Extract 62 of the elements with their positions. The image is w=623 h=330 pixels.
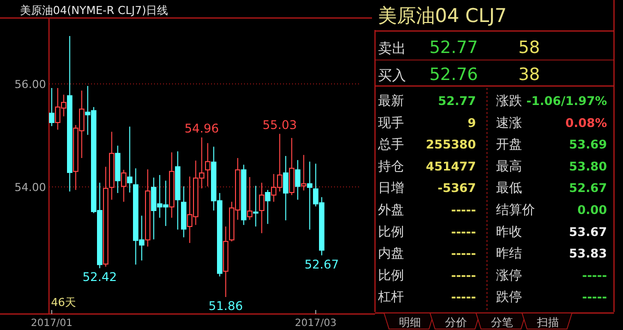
- text: -----: [451, 203, 476, 217]
- text: 开盘: [496, 138, 522, 153]
- annotation: 52.67: [304, 257, 339, 272]
- text: 昨结: [496, 246, 522, 262]
- text: 现手: [378, 116, 404, 131]
- text: 比例: [378, 268, 404, 284]
- text: 9: [468, 116, 476, 130]
- text: 卖出: [378, 41, 406, 57]
- text: 451477: [426, 159, 476, 174]
- text: 买入: [378, 68, 406, 84]
- text: 涨跌: [496, 94, 522, 109]
- text: 53.69: [569, 138, 607, 152]
- text: 分笔: [491, 316, 513, 329]
- text: 杠杆: [377, 290, 404, 306]
- text: 速涨: [496, 116, 522, 131]
- text: 明细: [399, 316, 421, 329]
- text: -1.06/1.97%: [526, 94, 607, 108]
- text: -----: [451, 268, 476, 282]
- x-tick-label: 2017/03: [294, 318, 336, 329]
- text: 53.83: [569, 246, 607, 261]
- x-tick-label: 2017/01: [30, 318, 72, 329]
- text: 52.67: [569, 181, 607, 196]
- text: 53.80: [569, 159, 607, 174]
- text: 最新: [378, 94, 404, 109]
- text: 结算价: [496, 203, 535, 218]
- text: 昨收: [496, 224, 522, 240]
- y-tick-label: 54.00: [14, 180, 46, 194]
- text: 38: [518, 65, 540, 85]
- text: 52.77: [438, 94, 476, 108]
- text: 分价: [445, 316, 467, 329]
- annotation: 52.42: [82, 270, 117, 284]
- text: 内盘: [378, 246, 404, 262]
- text: -----: [451, 290, 476, 304]
- text: 53.67: [569, 224, 607, 239]
- text: 涨停: [496, 268, 522, 284]
- text: 跌停: [496, 290, 522, 306]
- text: 扫描: [536, 316, 559, 329]
- text: 日增: [378, 181, 404, 196]
- text: -----: [451, 246, 476, 261]
- text: 总手: [377, 138, 404, 153]
- annotation: 54.96: [184, 121, 219, 136]
- text: 0.08%: [565, 116, 607, 130]
- text: 最高: [496, 158, 522, 174]
- text: 255380: [426, 138, 476, 152]
- text: 比例: [378, 224, 404, 240]
- annotation: 46天: [51, 296, 76, 309]
- text: -5367: [438, 181, 476, 196]
- chart-title: 美原油04(NYME-R CLJ7)日线: [20, 4, 168, 17]
- text: 最低: [496, 181, 522, 196]
- text: 52.77: [429, 38, 478, 58]
- y-tick-label: 56.00: [14, 78, 46, 91]
- text: -----: [582, 268, 608, 282]
- text: 52.76: [429, 65, 478, 85]
- text: -----: [451, 224, 476, 239]
- text: 持仓: [378, 159, 404, 174]
- text: -----: [582, 290, 608, 304]
- text: 外盘: [378, 203, 404, 218]
- text: 58: [518, 38, 540, 58]
- annotation: 55.03: [262, 118, 297, 132]
- annotation: 51.86: [208, 299, 243, 314]
- text: 美原油04 CLJ7: [378, 5, 507, 27]
- text: 0.00: [577, 203, 607, 217]
